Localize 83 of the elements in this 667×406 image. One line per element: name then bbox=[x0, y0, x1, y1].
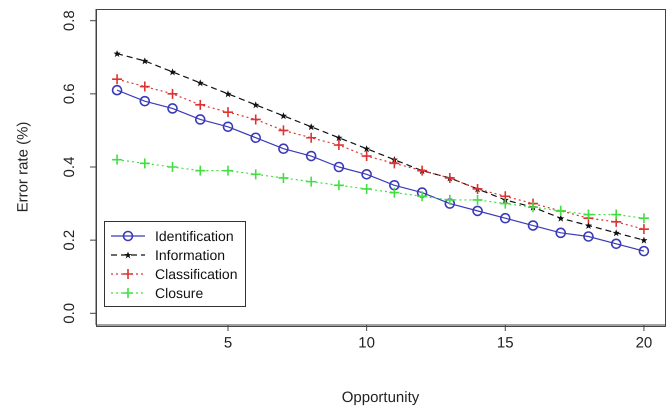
point bbox=[557, 214, 564, 222]
legend-label: Classification bbox=[155, 266, 238, 282]
point bbox=[472, 194, 484, 206]
point bbox=[250, 132, 262, 144]
point bbox=[640, 236, 648, 244]
point bbox=[194, 164, 206, 176]
y-tick-label: 0.8 bbox=[61, 10, 78, 32]
point bbox=[112, 84, 122, 96]
point bbox=[222, 106, 234, 118]
point bbox=[444, 172, 456, 184]
point bbox=[360, 183, 372, 195]
point bbox=[361, 169, 372, 180]
point bbox=[252, 101, 260, 108]
point bbox=[584, 222, 592, 230]
point bbox=[333, 139, 345, 151]
x-tick-label: 10 bbox=[358, 334, 375, 352]
point bbox=[528, 220, 538, 231]
legend-label: Closure bbox=[155, 284, 204, 300]
point bbox=[139, 158, 151, 170]
point bbox=[555, 228, 566, 238]
point bbox=[388, 186, 400, 198]
legend-label: Information bbox=[155, 246, 226, 262]
point bbox=[499, 198, 512, 210]
point bbox=[306, 150, 316, 162]
point bbox=[638, 212, 650, 224]
point bbox=[305, 132, 317, 144]
point bbox=[610, 238, 622, 250]
point bbox=[638, 246, 650, 256]
point bbox=[527, 201, 539, 214]
point bbox=[389, 180, 400, 191]
point bbox=[169, 68, 176, 76]
point bbox=[583, 231, 594, 242]
point bbox=[140, 96, 150, 106]
point bbox=[444, 194, 456, 206]
point bbox=[308, 123, 315, 130]
point bbox=[582, 208, 594, 220]
point bbox=[416, 164, 428, 176]
point bbox=[166, 161, 178, 173]
point bbox=[638, 223, 650, 235]
point bbox=[416, 190, 428, 202]
point bbox=[360, 150, 372, 162]
point bbox=[194, 99, 206, 111]
point bbox=[334, 162, 344, 172]
point bbox=[222, 164, 234, 176]
point bbox=[278, 143, 289, 154]
point bbox=[612, 229, 620, 236]
y-tick-label: 0.0 bbox=[61, 302, 78, 324]
legend-label: Identification bbox=[155, 228, 234, 244]
point bbox=[335, 134, 342, 142]
point bbox=[139, 80, 151, 92]
x-axis-title: Opportunity bbox=[342, 389, 420, 406]
point bbox=[196, 79, 204, 86]
x-tick-label: 5 bbox=[224, 334, 232, 352]
point bbox=[111, 154, 123, 166]
point bbox=[194, 114, 206, 125]
point bbox=[250, 114, 262, 126]
point bbox=[278, 124, 290, 136]
y-tick-label: 0.4 bbox=[61, 156, 78, 178]
point bbox=[111, 73, 123, 86]
point bbox=[472, 183, 484, 195]
point bbox=[222, 121, 234, 132]
point bbox=[416, 187, 428, 198]
point bbox=[444, 198, 456, 209]
y-axis-title: Error rate (%) bbox=[14, 122, 32, 212]
point bbox=[166, 88, 178, 100]
y-tick-label: 0.6 bbox=[61, 83, 78, 104]
point bbox=[388, 158, 400, 170]
point bbox=[363, 145, 370, 152]
x-tick-label: 20 bbox=[636, 334, 652, 352]
point bbox=[278, 172, 290, 184]
point bbox=[500, 212, 511, 224]
point bbox=[114, 50, 121, 58]
point bbox=[472, 206, 483, 216]
point bbox=[280, 112, 287, 120]
point bbox=[250, 168, 262, 180]
point bbox=[224, 90, 232, 98]
x-tick-label: 15 bbox=[496, 334, 514, 352]
point bbox=[610, 208, 622, 220]
point bbox=[167, 103, 178, 114]
point bbox=[141, 57, 148, 64]
point bbox=[333, 179, 345, 192]
y-tick-label: 0.2 bbox=[61, 230, 78, 251]
point bbox=[305, 176, 317, 188]
